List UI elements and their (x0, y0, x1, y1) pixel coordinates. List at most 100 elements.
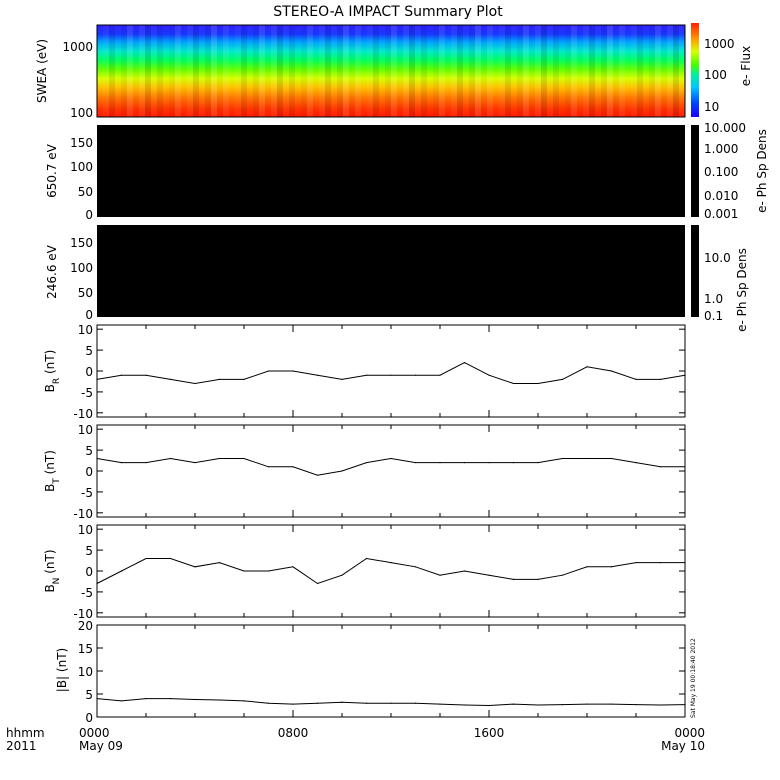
swea-texture-column (265, 25, 271, 117)
swea-cbar-tick-1000: 1000 (704, 37, 735, 51)
bmag-data-point (218, 699, 221, 701)
swea-texture-column (511, 25, 517, 117)
br-ytick: 5 (85, 344, 93, 358)
bn-data-point (414, 566, 417, 568)
bn-data-point (439, 574, 441, 576)
swea-texture-column (151, 25, 157, 117)
swea-texture-column (175, 25, 181, 117)
swea-texture-column (583, 25, 589, 117)
bt-panel: 10 5 0 -5 -10 BT (nT) (43, 423, 686, 521)
swea-texture-column (169, 25, 175, 117)
swea-texture-column (535, 25, 541, 117)
bt-ytick: 5 (85, 444, 93, 458)
swea-texture-column (355, 25, 361, 117)
bt-data-point (586, 457, 588, 460)
br-data-point (169, 378, 172, 380)
bt-data-point (635, 462, 637, 464)
bt-ytick: -10 (73, 507, 93, 521)
swea-texture-column (529, 25, 535, 117)
swea-texture-column (625, 25, 631, 117)
br-ytick: 10 (78, 323, 93, 337)
timestamp-label: Sat May 19 00:18:40 2012 (690, 638, 697, 718)
br-data-point (341, 378, 343, 380)
swea-texture-column (229, 25, 235, 117)
swea-texture-column (547, 25, 553, 117)
bn-data-point (267, 570, 270, 572)
swea-texture-column (385, 25, 391, 117)
bt-data-point (414, 462, 417, 464)
bn-data-point (194, 566, 196, 568)
bmag-data-point (659, 704, 662, 706)
bmag-data-point (120, 700, 123, 702)
bmag-data-point (169, 698, 172, 700)
bn-data-point (512, 578, 515, 580)
swea-texture-column (313, 25, 319, 117)
bt-ytick: 0 (85, 465, 93, 479)
bt-data-point (365, 462, 368, 464)
swea-texture-column (631, 25, 637, 117)
bn-data-point (169, 557, 172, 560)
bt-data-point (488, 462, 490, 464)
pad650-ylabel: 650.7 eV (45, 143, 59, 198)
bmag-data-point (463, 704, 466, 706)
bn-data-point (635, 562, 637, 564)
swea-texture-column (103, 25, 109, 117)
swea-texture-column (163, 25, 169, 117)
swea-texture-column (319, 25, 325, 117)
bmag-data-point (610, 703, 613, 705)
bt-data-point (684, 466, 686, 468)
bt-data-point (267, 466, 270, 468)
bt-data-point (120, 462, 123, 464)
swea-texture-column (673, 25, 679, 117)
bmag-frame (96, 624, 686, 718)
swea-texture-column (607, 25, 613, 117)
swea-texture-column (301, 25, 307, 117)
swea-frame (96, 24, 686, 118)
br-data-point (586, 366, 588, 368)
x-label-year: 2011 (6, 739, 37, 753)
plot-title: STEREO-A IMPACT Summary Plot (273, 4, 503, 20)
swea-texture-column (601, 25, 607, 117)
swea-texture-column (115, 25, 121, 117)
br-data-point (365, 374, 368, 376)
swea-texture-column (277, 25, 283, 117)
swea-texture-column (433, 25, 439, 117)
bn-data-point (218, 562, 221, 564)
swea-texture-column (409, 25, 415, 117)
br-data-point (390, 374, 392, 376)
bt-data-point (218, 457, 221, 460)
x-label-hhmm: hhmm (6, 726, 45, 740)
bn-data-point (120, 570, 123, 572)
br-data-point (414, 374, 417, 376)
swea-cbar-label: e- Flux (739, 46, 753, 86)
swea-cbar-tick-10: 10 (704, 100, 719, 114)
br-data-point (218, 378, 221, 380)
swea-texture-column (439, 25, 445, 117)
swea-texture-column (295, 25, 301, 117)
br-frame (96, 324, 686, 418)
swea-texture-column (415, 25, 421, 117)
bmag-data-point (414, 702, 417, 704)
swea-texture-column (391, 25, 397, 117)
swea-texture-column (523, 25, 529, 117)
bt-ytick: 10 (78, 423, 93, 437)
swea-texture-column (577, 25, 583, 117)
swea-texture-column (571, 25, 577, 117)
pad246-panel: 150 100 50 0 246.6 eV 10.0 1.0 0.1 e- Ph… (45, 225, 749, 332)
swea-texture-column (139, 25, 145, 117)
pad650-ytick-50: 50 (78, 185, 93, 199)
bt-data-point (96, 457, 98, 460)
swea-texture-column (475, 25, 481, 117)
bn-data-point (684, 562, 686, 564)
swea-texture-column (463, 25, 469, 117)
bmag-ytick: 15 (78, 642, 93, 656)
bt-data-point (439, 462, 441, 464)
swea-texture-column (451, 25, 457, 117)
swea-texture-column (379, 25, 385, 117)
swea-texture-column (181, 25, 187, 117)
swea-texture-column (259, 25, 265, 117)
br-data-point (316, 374, 319, 376)
br-data-point (267, 370, 270, 372)
bt-data-point (243, 457, 245, 460)
